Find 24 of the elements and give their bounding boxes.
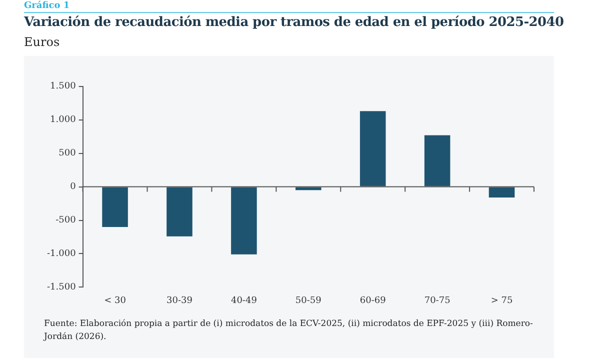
y-tick-label: 500 (58, 148, 76, 159)
y-tick-label: 0 (70, 182, 76, 192)
y-tick-label: -500 (56, 216, 76, 226)
x-tick-label: > 75 (490, 296, 513, 306)
chart-title: Variación de recaudación media por tramos de edad en el período 2025-2040 (24, 15, 564, 30)
bar (231, 187, 257, 254)
bar (488, 187, 515, 198)
bar (166, 187, 192, 236)
y-tick-label: -1.500 (46, 282, 76, 293)
x-tick-label: 60-69 (360, 296, 386, 306)
y-tick-label: 1.000 (50, 115, 76, 126)
bar (424, 135, 450, 186)
x-tick-label: 30-39 (166, 296, 193, 306)
bar (102, 187, 128, 227)
x-tick-label: 70-75 (424, 296, 451, 306)
source-note: Fuente: Elaboración propia a partir de (i) microdatos de la ECV-2025, (ii) microdatos de EPF-2025 y (iii) Romero-Jordán (2026). (44, 318, 534, 344)
x-tick-label: 40-49 (230, 296, 258, 306)
y-tick-label: -1.000 (46, 249, 76, 260)
text: Gráfico 1 (24, 1, 70, 11)
y-tick-label: 1.500 (50, 82, 76, 92)
chart-subtitle: Euros (24, 35, 60, 49)
bar (360, 111, 386, 186)
x-tick-label: 50-59 (295, 296, 322, 306)
x-tick-label: < 30 (104, 296, 126, 306)
